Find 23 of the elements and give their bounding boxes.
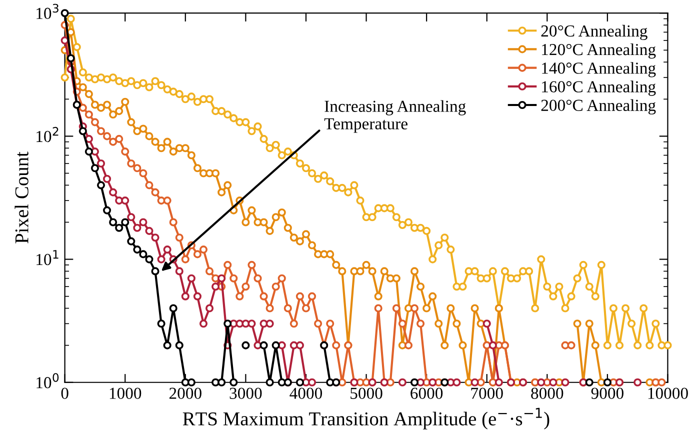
annotation: Increasing Annealing Temperature	[324, 100, 466, 133]
x-tick-label: 1000	[110, 388, 142, 399]
legend-label: 120°C Annealing	[542, 43, 656, 59]
y-tick-label: 10$^{1}$	[36, 250, 58, 266]
x-tick-label: 0	[61, 388, 68, 399]
legend-label: 200°C Annealing	[541, 99, 656, 114]
x-axis-title: RTS Maximum Transition Amplitude (e$^{−}$·s$^{−1}$)	[182, 408, 550, 430]
y-tick-label: 10$^{3}$	[36, 4, 58, 20]
x-tick-label: 3000	[230, 388, 262, 399]
x-tick-label: 10000	[648, 388, 688, 399]
legend-label: 140°C Annealing	[542, 62, 656, 78]
y-axis-title: Pixel Count	[14, 152, 28, 244]
x-tick-label: 6000	[410, 388, 443, 399]
x-tick-label: 8000	[531, 388, 564, 399]
y-tick-label: 10$^{0}$	[36, 373, 59, 388]
x-tick-label: 2000	[169, 388, 202, 399]
legend-label: 20°C Annealing	[541, 24, 648, 40]
x-tick-label: 5000	[350, 388, 382, 399]
x-tick-label: 4000	[290, 388, 322, 399]
legend-label: 160°C Annealing	[542, 80, 656, 96]
x-tick-label: 7000	[471, 388, 503, 399]
x-tick-label: 9000	[591, 388, 624, 399]
y-tick-label: 10$^{2}$	[36, 126, 58, 142]
